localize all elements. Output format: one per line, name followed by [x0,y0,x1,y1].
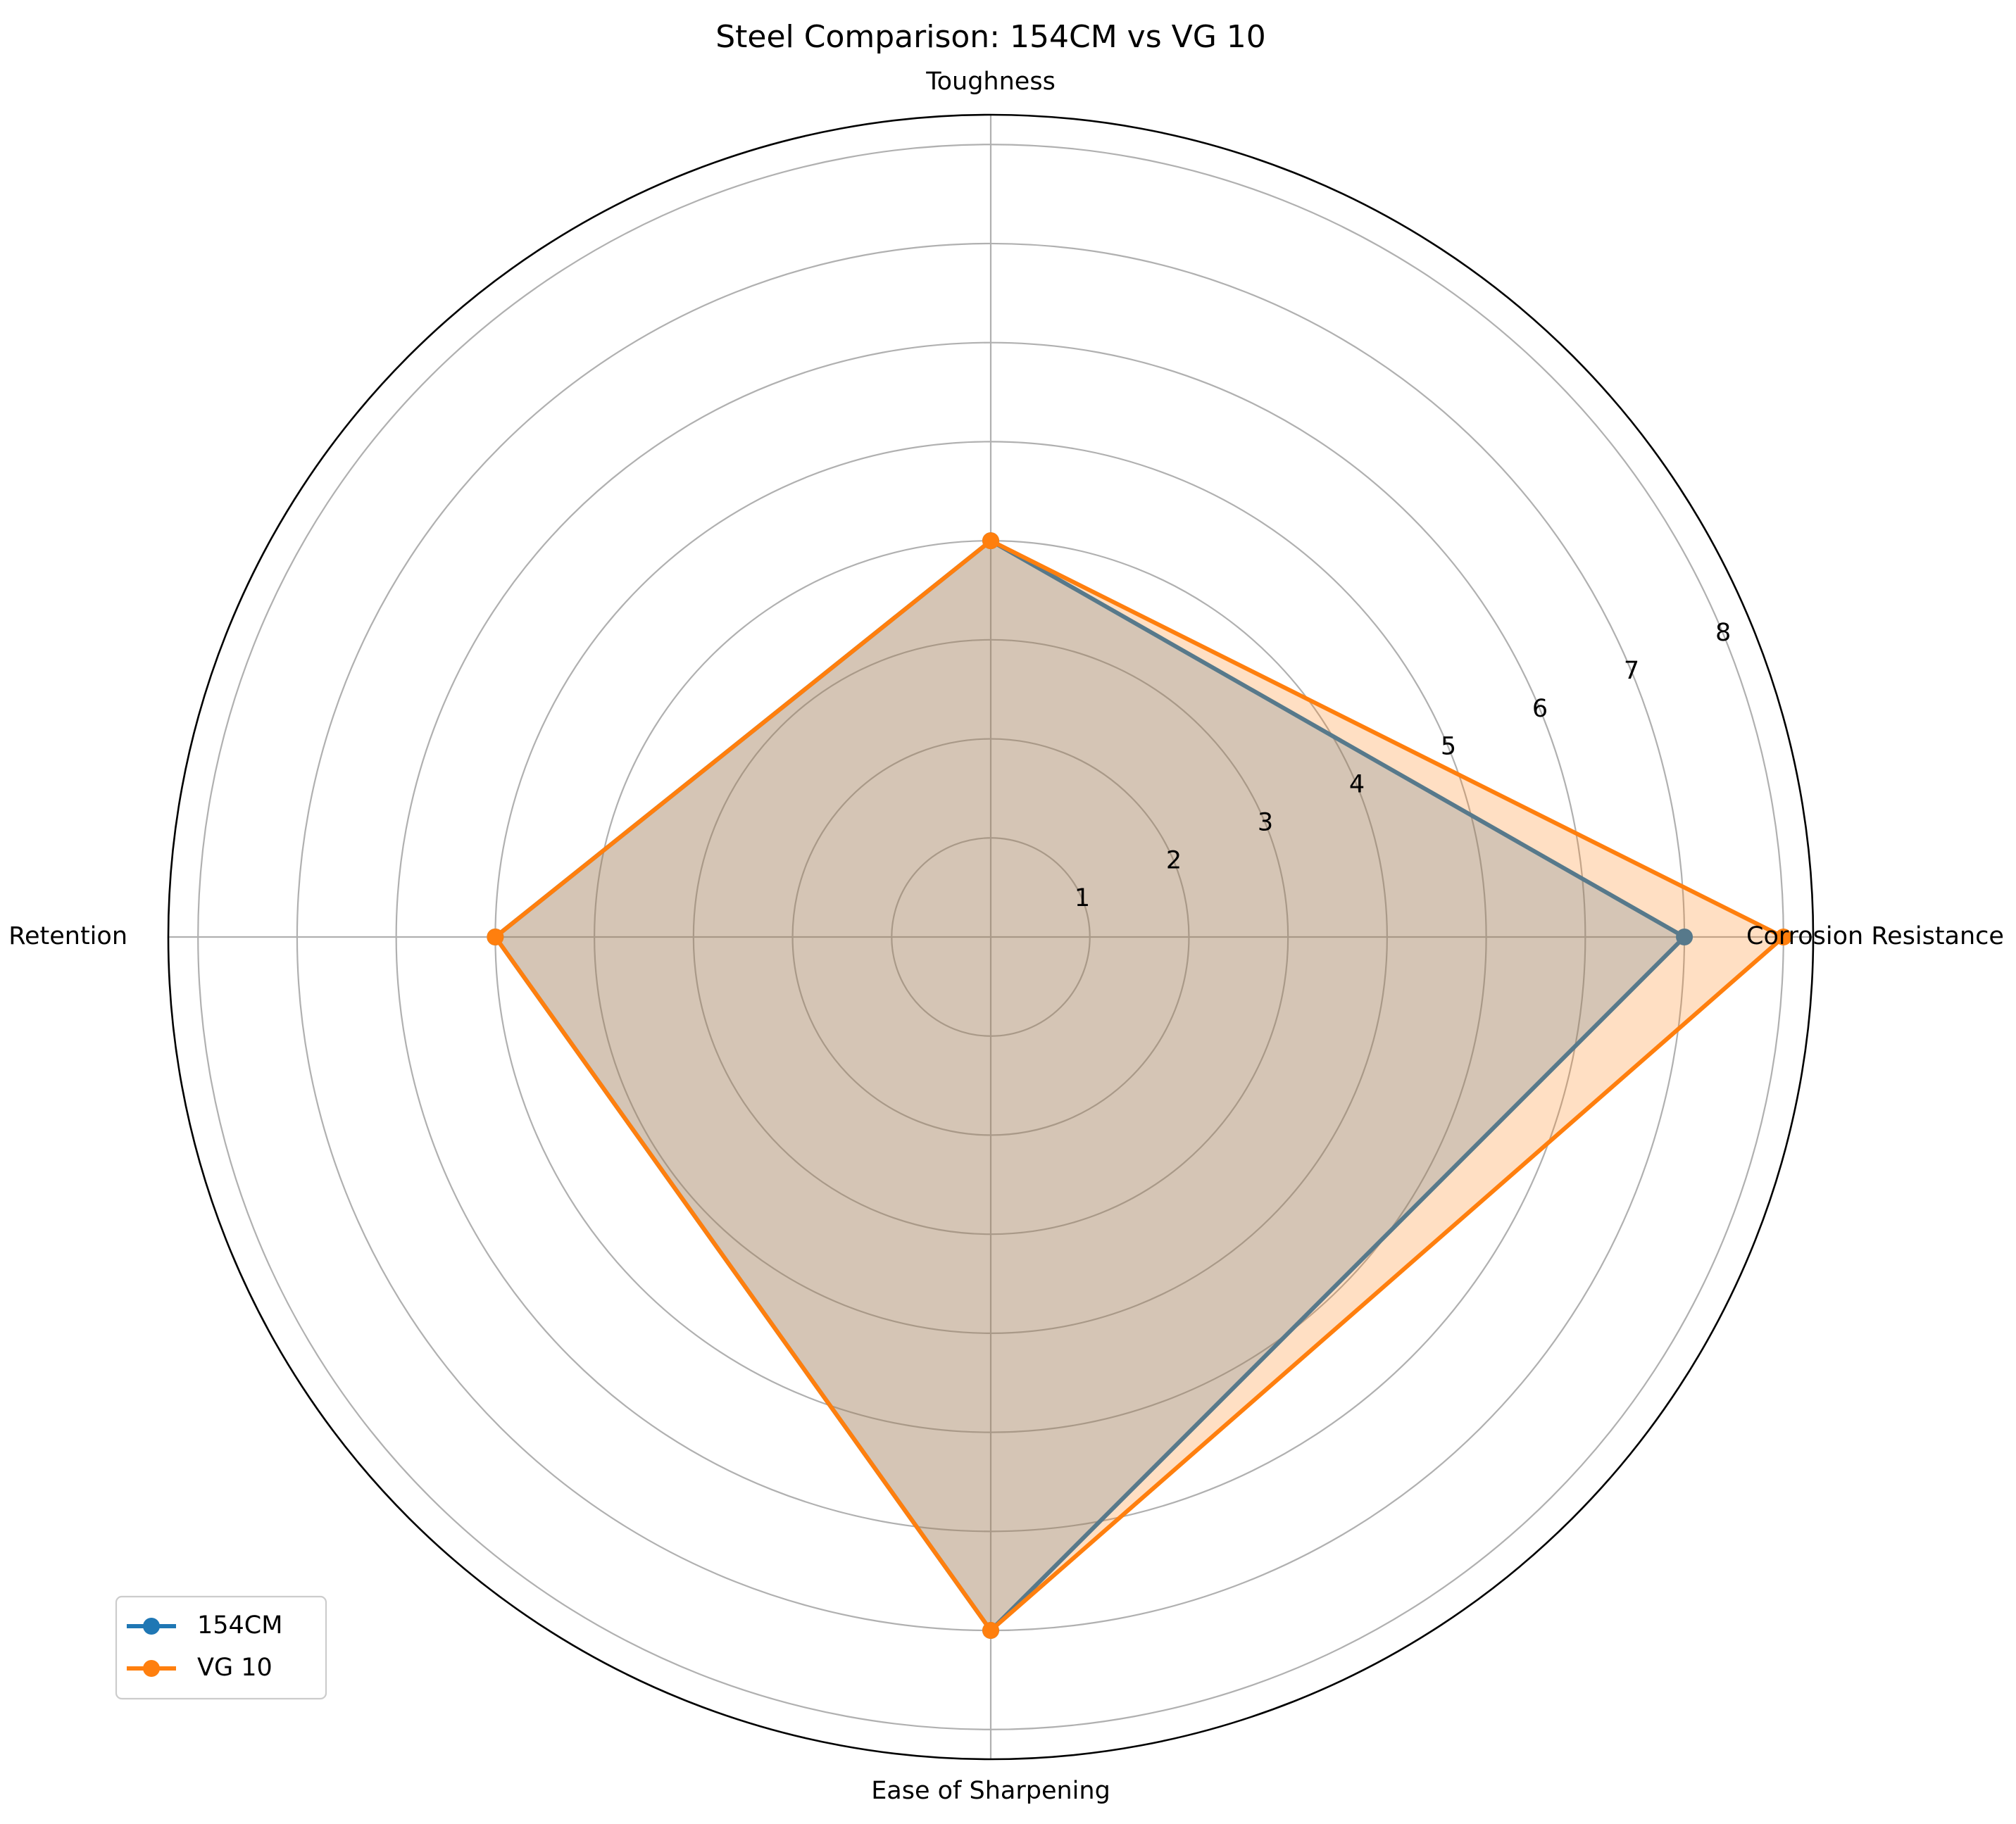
legend-swatch-marker-1 [143,1660,160,1677]
series-layer [487,532,1792,1640]
outer-frame [167,113,1815,1761]
r-tick-label-5: 5 [1441,733,1456,761]
data-point-0-0 [1676,929,1693,945]
category-label-2: Edge Retention [0,922,127,950]
data-point-1-0 [1774,929,1792,945]
series-fill-0 [495,541,1685,1631]
legend-box [115,1595,327,1700]
category-label-0: Corrosion Resistance [1746,922,2004,950]
chart-title: Steel Comparison: 154CM vs VG 10 [715,19,1266,55]
legend: 154CM VG 10 [115,1595,327,1700]
r-tick-label-1: 1 [1075,884,1090,912]
legend-swatch-marker-0 [143,1618,160,1635]
r-tick-label-7: 7 [1624,657,1639,685]
data-point-1-1 [982,532,999,550]
r-tick-label-4: 4 [1349,771,1365,799]
legend-label-1: VG 10 [197,1654,273,1682]
series-fill-1 [495,541,1784,1631]
category-label-1: Toughness [925,68,1056,96]
label-layer: 1 2 3 4 5 6 7 8 Corrosion Resistance Toughness Edg… [0,68,2004,1805]
legend-label-0: 154CM [197,1611,282,1640]
data-point-1-3 [982,1622,999,1640]
r-tick-label-3: 3 [1258,808,1273,836]
r-tick-label-6: 6 [1532,695,1548,723]
category-label-3: Ease of Sharpening [871,1777,1110,1805]
r-tick-label-2: 2 [1166,846,1182,874]
data-point-1-2 [487,929,504,945]
r-tick-label-8: 8 [1715,619,1731,647]
